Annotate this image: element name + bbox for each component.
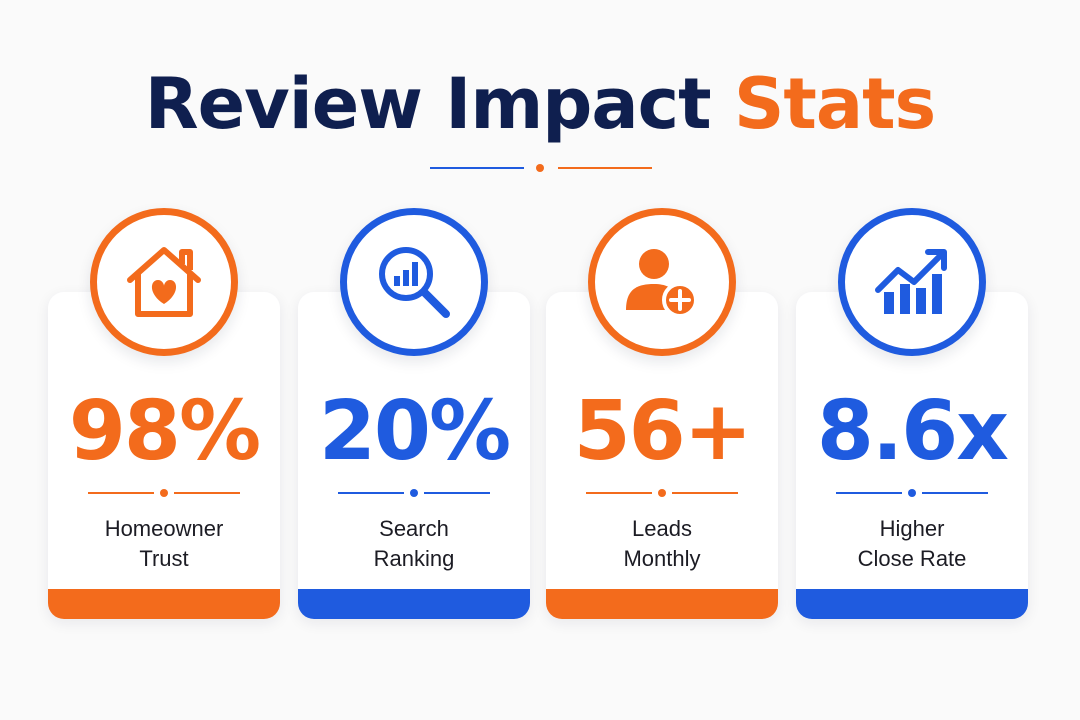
card-divider xyxy=(88,488,240,498)
card-accent-bar xyxy=(298,589,530,619)
stat-value: 20% xyxy=(318,384,511,479)
title-divider xyxy=(430,161,652,175)
stat-label: Homeowner Trust xyxy=(104,516,224,571)
card-accent-bar xyxy=(796,589,1028,619)
page-title: Review Impact Stats xyxy=(0,62,1080,146)
stat-label: Search Ranking xyxy=(373,516,455,571)
card-divider xyxy=(836,488,988,498)
user-add-icon xyxy=(588,208,736,356)
title-main: Review Impact xyxy=(144,63,712,145)
stat-label: Higher Close Rate xyxy=(857,516,967,571)
trend-chart-icon xyxy=(838,208,986,356)
card-divider xyxy=(338,488,490,498)
card-accent-bar xyxy=(48,589,280,619)
card-accent-bar xyxy=(546,589,778,619)
card-divider xyxy=(586,488,738,498)
stat-label: Leads Monthly xyxy=(623,516,701,571)
house-heart-icon xyxy=(90,208,238,356)
stat-value: 8.6x xyxy=(816,384,1009,479)
magnifier-chart-icon xyxy=(340,208,488,356)
title-accent: Stats xyxy=(733,63,936,145)
stat-card-search-ranking: 20% Search Ranking xyxy=(298,292,530,619)
stat-value: 98% xyxy=(68,384,261,479)
stat-value: 56+ xyxy=(573,384,753,479)
